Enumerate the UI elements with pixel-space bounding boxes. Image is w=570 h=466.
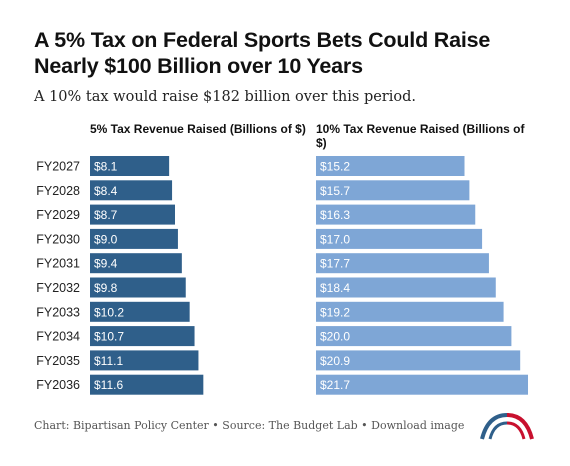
bar-5-percent: [90, 253, 182, 274]
bar-10-percent: [316, 326, 512, 347]
value-label-5-percent: $8.1: [94, 160, 118, 174]
value-label-5-percent: $10.2: [94, 305, 124, 319]
value-label-5-percent: $10.7: [94, 330, 124, 344]
value-label-10-percent: $18.4: [320, 281, 350, 295]
value-label-10-percent: $19.2: [320, 305, 350, 319]
value-label-10-percent: $20.0: [320, 330, 350, 344]
bar-10-percent: [316, 156, 465, 176]
bar-5-percent: [90, 277, 186, 298]
category-label: FY2030: [36, 232, 80, 246]
category-label: FY2035: [36, 354, 80, 368]
category-label: FY2031: [36, 257, 80, 271]
value-label-10-percent: $15.7: [320, 184, 350, 198]
value-label-5-percent: $11.6: [94, 378, 123, 392]
logo-arc-blue: [480, 413, 508, 440]
chart-footer: Chart: Bipartisan Policy Center • Source…: [34, 419, 464, 432]
category-label: FY2027: [36, 160, 80, 174]
value-label-10-percent: $21.7: [320, 378, 350, 392]
bar-5-percent: [90, 301, 190, 322]
logo-arc-inner-blue: [488, 421, 508, 440]
value-label-5-percent: $9.4: [94, 257, 118, 271]
value-label-5-percent: $8.4: [94, 184, 118, 198]
bar-5-percent: [90, 326, 195, 347]
value-label-5-percent: $11.1: [94, 354, 123, 368]
bar-5-percent: [90, 228, 178, 249]
category-label: FY2036: [36, 378, 80, 392]
bar-10-percent: [316, 350, 521, 371]
series-header-5-percent: 5% Tax Revenue Raised (Billions of $): [90, 122, 306, 136]
bar-5-percent: [90, 156, 170, 176]
value-label-10-percent: $17.7: [320, 257, 350, 271]
value-label-10-percent: $17.0: [320, 232, 350, 246]
chart-credit: Chart: Bipartisan Policy Center: [34, 419, 209, 432]
bar-10-percent: [316, 301, 504, 322]
value-label-10-percent: $20.9: [320, 354, 350, 368]
bar-10-percent: [316, 180, 470, 201]
value-label-10-percent: $16.3: [320, 208, 350, 222]
chart-source: Source: The Budget Lab: [222, 419, 358, 432]
bar-10-percent: [316, 374, 529, 395]
value-label-5-percent: $8.7: [94, 208, 118, 222]
chart-title: A 5% Tax on Federal Sports Bets Could Ra…: [34, 28, 491, 78]
bar-5-percent: [90, 204, 175, 225]
value-label-10-percent: $15.2: [320, 160, 350, 174]
bipartisan-policy-center-logo: [480, 413, 534, 440]
footer-separator: •: [208, 419, 223, 432]
bar-5-percent: [90, 180, 173, 201]
footer-separator: •: [357, 419, 372, 432]
bar-10-percent: [316, 253, 489, 274]
value-label-5-percent: $9.8: [94, 281, 118, 295]
chart-subtitle: A 10% tax would raise $182 billion over …: [34, 89, 416, 105]
logo-arc-inner-red: [506, 421, 526, 440]
value-label-5-percent: $9.0: [94, 232, 118, 246]
category-label: FY2029: [36, 208, 80, 222]
bar-5-percent: [90, 374, 204, 395]
bar-10-percent: [316, 277, 496, 298]
category-label: FY2032: [36, 281, 80, 295]
bar-10-percent: [316, 228, 483, 249]
series-header-10-percent: 10% Tax Revenue Raised (Billions of $): [316, 122, 525, 150]
category-label: FY2033: [36, 305, 80, 319]
download-image-link[interactable]: Download image: [371, 419, 465, 432]
bar-10-percent: [316, 204, 476, 225]
logo-arc-red: [506, 413, 534, 440]
bar-5-percent: [90, 350, 199, 371]
category-label: FY2034: [36, 330, 80, 344]
category-label: FY2028: [36, 184, 80, 198]
